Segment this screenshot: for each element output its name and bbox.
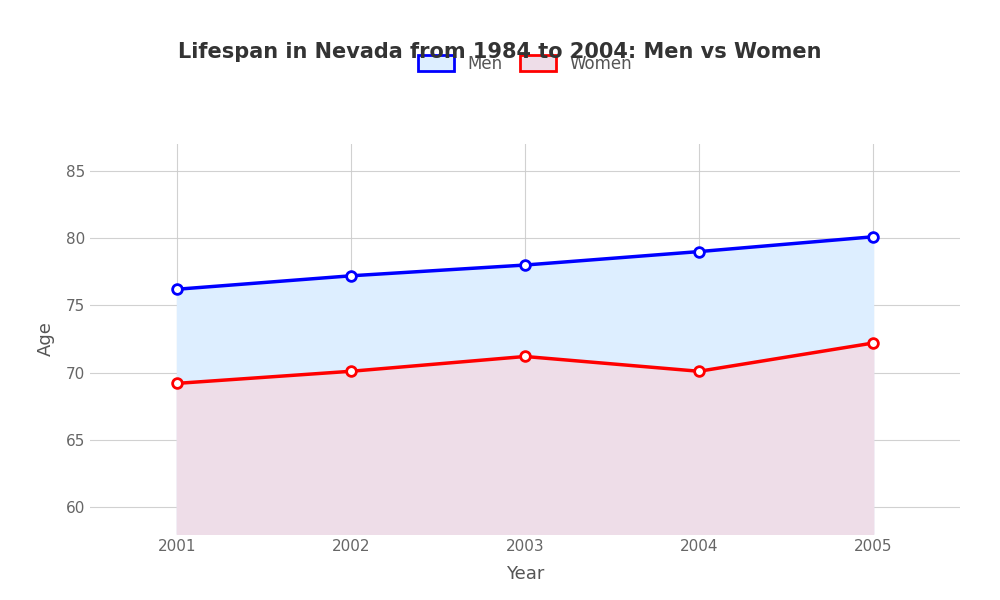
X-axis label: Year: Year [506,565,544,583]
Text: Lifespan in Nevada from 1984 to 2004: Men vs Women: Lifespan in Nevada from 1984 to 2004: Me… [178,42,822,62]
Legend: Men, Women: Men, Women [418,55,632,73]
Y-axis label: Age: Age [37,322,55,356]
